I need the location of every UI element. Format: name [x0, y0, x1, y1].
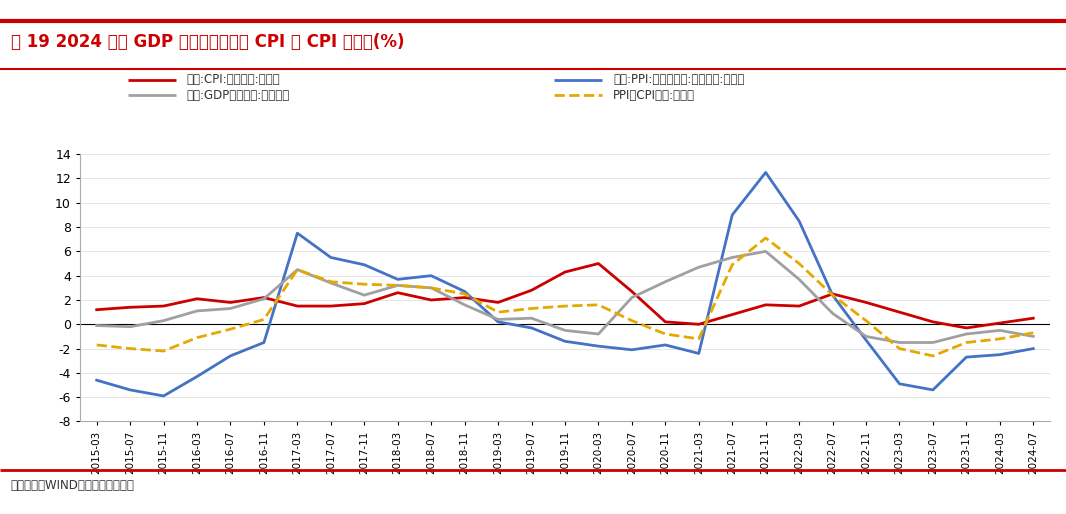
Text: 图 19 2024 以来 GDP 平减指数约等于 CPI 和 CPI 的均值(%): 图 19 2024 以来 GDP 平减指数约等于 CPI 和 CPI 的均值(%… — [11, 33, 404, 51]
Text: 中国:CPI:当月同比:季均值: 中国:CPI:当月同比:季均值 — [187, 73, 280, 86]
Text: PPI和CPI均值:季均值: PPI和CPI均值:季均值 — [613, 88, 695, 102]
Text: 中国:GDP平减指数:当季同比: 中国:GDP平减指数:当季同比 — [187, 88, 290, 102]
Text: 中国:PPI:全部工业品:当月同比:季均值: 中国:PPI:全部工业品:当月同比:季均值 — [613, 73, 744, 86]
Text: 资料来源：WIND，华西证券研究所: 资料来源：WIND，华西证券研究所 — [11, 479, 134, 492]
